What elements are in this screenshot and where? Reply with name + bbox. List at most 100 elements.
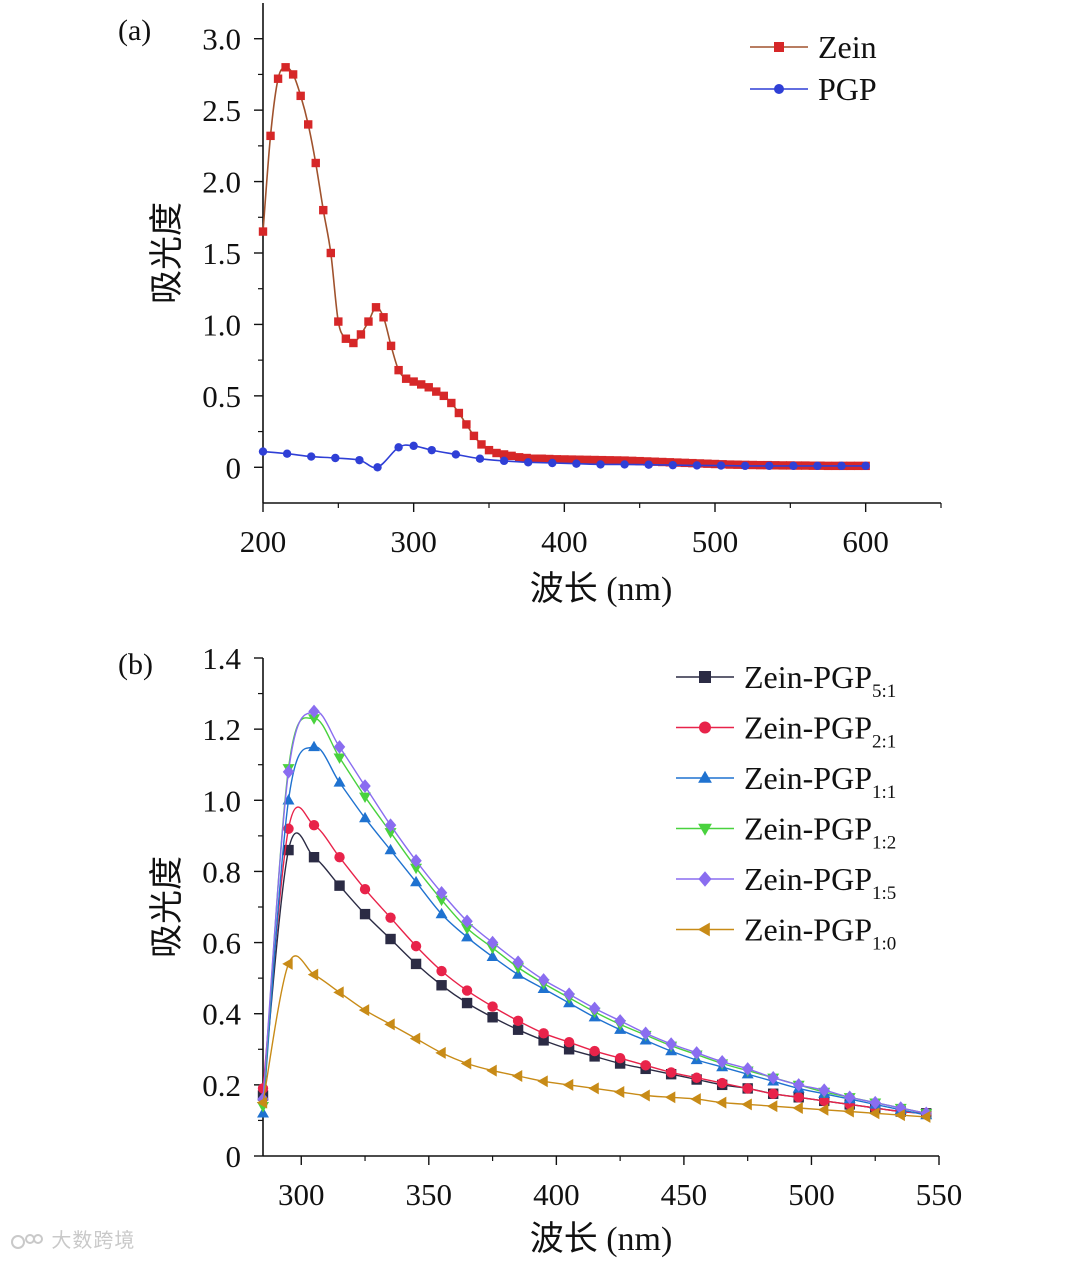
data-point bbox=[507, 451, 516, 461]
data-point bbox=[512, 1015, 524, 1027]
data-point bbox=[359, 792, 372, 803]
data-point bbox=[461, 924, 474, 935]
data-point bbox=[548, 458, 557, 468]
y-tick-label: 1.0 bbox=[202, 783, 241, 818]
data-point bbox=[741, 1098, 752, 1111]
data-point bbox=[590, 455, 599, 465]
data-point bbox=[688, 458, 697, 468]
data-point bbox=[614, 1058, 626, 1069]
data-point bbox=[640, 1060, 651, 1071]
data-point bbox=[355, 455, 364, 465]
data-point bbox=[258, 447, 268, 456]
data-point bbox=[307, 968, 319, 981]
data-point bbox=[334, 852, 345, 863]
data-point bbox=[582, 455, 592, 465]
data-point bbox=[384, 818, 397, 832]
data-point bbox=[319, 205, 328, 215]
y-tick-label: 1.4 bbox=[202, 641, 241, 676]
legend-label-main: Zein-PGP bbox=[744, 912, 872, 948]
legend-marker bbox=[698, 770, 712, 783]
data-point bbox=[409, 1032, 421, 1045]
data-point bbox=[282, 765, 295, 779]
data-point bbox=[741, 1062, 754, 1076]
data-point bbox=[499, 456, 509, 466]
legend-entry: Zein-PGP2:1 bbox=[676, 710, 896, 753]
data-point bbox=[690, 1093, 701, 1106]
data-point bbox=[605, 456, 614, 465]
data-point bbox=[690, 1046, 703, 1060]
data-point bbox=[371, 303, 381, 312]
data-point bbox=[895, 1101, 907, 1115]
data-point bbox=[266, 131, 275, 141]
data-point bbox=[394, 365, 403, 375]
legend-label-subscript: 1:2 bbox=[872, 833, 896, 854]
data-point bbox=[613, 1085, 625, 1098]
data-point bbox=[288, 70, 298, 79]
watermark: 大数跨境 bbox=[10, 1224, 135, 1253]
data-point bbox=[703, 459, 712, 468]
y-tick-label: 0 bbox=[226, 1139, 242, 1174]
legend-marker bbox=[699, 721, 711, 734]
data-point bbox=[644, 460, 653, 469]
legend-label-main: Zein-PGP bbox=[744, 811, 872, 847]
y-tick-label: 1.2 bbox=[202, 712, 241, 747]
data-point bbox=[304, 120, 313, 129]
y-tick-label: 3.0 bbox=[202, 22, 241, 57]
data-point bbox=[664, 1091, 676, 1104]
data-point bbox=[487, 1012, 498, 1023]
data-point bbox=[349, 338, 358, 348]
data-point bbox=[439, 391, 448, 401]
data-point bbox=[435, 907, 448, 919]
data-point bbox=[575, 455, 584, 464]
y-tick-label: 0.6 bbox=[202, 926, 241, 961]
data-point bbox=[692, 461, 702, 470]
legend-label-subscript: 1:0 bbox=[872, 934, 896, 955]
data-point bbox=[537, 454, 546, 463]
data-point bbox=[792, 1101, 803, 1114]
data-point bbox=[454, 408, 464, 418]
y-tick-label: 0.5 bbox=[202, 379, 241, 414]
legend-marker bbox=[697, 922, 710, 937]
data-point bbox=[733, 460, 742, 469]
series-line bbox=[262, 66, 866, 467]
legend-label-subscript: 1:5 bbox=[872, 883, 896, 904]
data-point bbox=[614, 1052, 626, 1064]
data-point bbox=[492, 448, 501, 458]
data-point bbox=[567, 455, 577, 464]
legend-label-main: Zein-PGP bbox=[744, 710, 872, 746]
data-point bbox=[894, 1109, 905, 1122]
data-point bbox=[710, 459, 720, 469]
data-point bbox=[359, 908, 371, 920]
data-point bbox=[359, 884, 371, 895]
data-point bbox=[868, 1107, 880, 1120]
data-point bbox=[487, 1001, 498, 1012]
data-point bbox=[658, 457, 667, 467]
data-point bbox=[379, 313, 388, 322]
series-pgp bbox=[258, 441, 870, 472]
data-point bbox=[484, 445, 494, 455]
legend-label: Zein-PGP2:1 bbox=[744, 710, 896, 753]
legend-label-main: Zein bbox=[818, 29, 877, 65]
data-point bbox=[537, 1075, 548, 1088]
data-point bbox=[523, 458, 533, 467]
data-point bbox=[588, 1082, 599, 1095]
y-axis-title: 吸光度 bbox=[148, 202, 186, 304]
data-point bbox=[514, 453, 524, 462]
data-point bbox=[282, 449, 292, 458]
data-point bbox=[258, 227, 268, 236]
data-point bbox=[432, 387, 441, 396]
data-point bbox=[665, 1067, 677, 1078]
legend-entry: Zein-PGP1:2 bbox=[676, 811, 896, 854]
data-point bbox=[562, 1078, 574, 1091]
data-point bbox=[410, 940, 422, 952]
watermark-logo-icon bbox=[11, 1233, 43, 1249]
series-zein-pgp-1-0 bbox=[256, 955, 931, 1123]
data-point bbox=[552, 455, 561, 464]
data-point bbox=[460, 1057, 472, 1070]
data-point bbox=[716, 1077, 728, 1089]
y-tick-label: 1.0 bbox=[202, 307, 241, 342]
legend-label: Zein bbox=[818, 29, 877, 65]
data-point bbox=[410, 853, 422, 868]
data-point bbox=[716, 1054, 728, 1069]
data-point bbox=[563, 1044, 575, 1055]
